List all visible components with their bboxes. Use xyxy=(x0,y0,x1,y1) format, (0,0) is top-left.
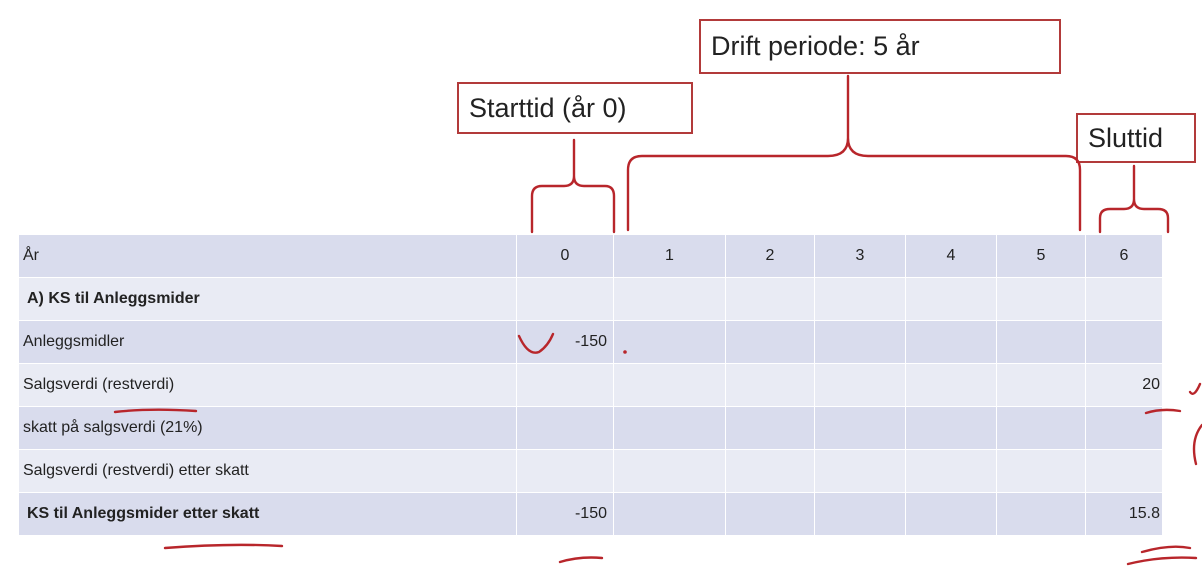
table-cell xyxy=(516,277,614,321)
table-cell xyxy=(814,363,906,407)
callout-sluttid-text: Sluttid xyxy=(1088,122,1164,153)
table-cell xyxy=(725,406,815,450)
table-header-row: År 0 1 2 3 4 5 6 xyxy=(18,234,1163,278)
table-cell xyxy=(905,320,997,364)
row-label: Salgsverdi (restverdi) etter skatt xyxy=(18,449,517,493)
table-cell xyxy=(516,449,614,493)
table-cell xyxy=(905,277,997,321)
row-label: skatt på salgsverdi (21%) xyxy=(18,406,517,450)
table-cell xyxy=(996,492,1086,536)
callout-sluttid: Sluttid xyxy=(1076,113,1196,163)
table-cell: -150 xyxy=(516,320,614,364)
table-cell xyxy=(905,492,997,536)
callout-starttid-text: Starttid (år 0) xyxy=(469,92,627,123)
table-cell xyxy=(725,449,815,493)
table-cell xyxy=(814,320,906,364)
table-cell xyxy=(996,406,1086,450)
table-row: A) KS til Anleggsmider xyxy=(18,277,1163,321)
brace-drift xyxy=(626,74,1082,232)
table-cell: 15.8 xyxy=(1085,492,1163,536)
table-row: skatt på salgsverdi (21%) xyxy=(18,406,1163,450)
row-label: A) KS til Anleggsmider xyxy=(18,277,517,321)
table-cell xyxy=(725,320,815,364)
table-cell xyxy=(1085,277,1163,321)
year-col: 2 xyxy=(725,234,815,278)
bottom-bar xyxy=(0,546,1202,574)
table-cell xyxy=(905,449,997,493)
table-cell xyxy=(613,449,726,493)
table-cell xyxy=(725,277,815,321)
year-header-label: År xyxy=(18,234,517,278)
table-cell: 20 xyxy=(1085,363,1163,407)
edge-mark xyxy=(1192,423,1202,466)
table-row: Salgsverdi (restverdi) etter skatt xyxy=(18,449,1163,493)
table-cell xyxy=(613,277,726,321)
table-cell: -150 xyxy=(516,492,614,536)
year-col: 3 xyxy=(814,234,906,278)
row-label: Anleggsmidler xyxy=(18,320,517,364)
table-cell xyxy=(814,449,906,493)
table-cell xyxy=(1085,449,1163,493)
table-row: KS til Anleggsmider etter skatt -150 15.… xyxy=(18,492,1163,536)
table-cell xyxy=(613,406,726,450)
edge-mark xyxy=(1188,382,1202,395)
callout-starttid: Starttid (år 0) xyxy=(457,82,693,134)
table-cell xyxy=(1085,320,1163,364)
row-label: Salgsverdi (restverdi) xyxy=(18,363,517,407)
table-cell xyxy=(996,277,1086,321)
brace-starttid xyxy=(530,138,616,234)
callout-drift-text: Drift periode: 5 år xyxy=(711,31,920,61)
table-cell xyxy=(905,363,997,407)
table-cell xyxy=(814,492,906,536)
table-cell xyxy=(516,406,614,450)
year-col: 0 xyxy=(516,234,614,278)
year-col: 5 xyxy=(996,234,1086,278)
table-cell xyxy=(725,363,815,407)
table-cell xyxy=(613,320,726,364)
table-cell xyxy=(814,277,906,321)
year-col: 6 xyxy=(1085,234,1163,278)
year-col: 1 xyxy=(613,234,726,278)
table-cell xyxy=(996,320,1086,364)
table-cell xyxy=(613,492,726,536)
table-row: Anleggsmidler -150 xyxy=(18,320,1163,364)
table-cell xyxy=(905,406,997,450)
table-cell xyxy=(725,492,815,536)
table-cell xyxy=(814,406,906,450)
table-cell xyxy=(996,449,1086,493)
table-cell xyxy=(516,363,614,407)
table-cell xyxy=(1085,406,1163,450)
table-cell xyxy=(613,363,726,407)
brace-sluttid xyxy=(1098,164,1170,234)
table-cell xyxy=(996,363,1086,407)
year-col: 4 xyxy=(905,234,997,278)
cash-flow-table: År 0 1 2 3 4 5 6 A) KS til Anleggsmider … xyxy=(18,234,1163,536)
table-row: Salgsverdi (restverdi) 20 xyxy=(18,363,1163,407)
callout-drift-periode: Drift periode: 5 år xyxy=(699,19,1061,74)
row-label: KS til Anleggsmider etter skatt xyxy=(18,492,517,536)
